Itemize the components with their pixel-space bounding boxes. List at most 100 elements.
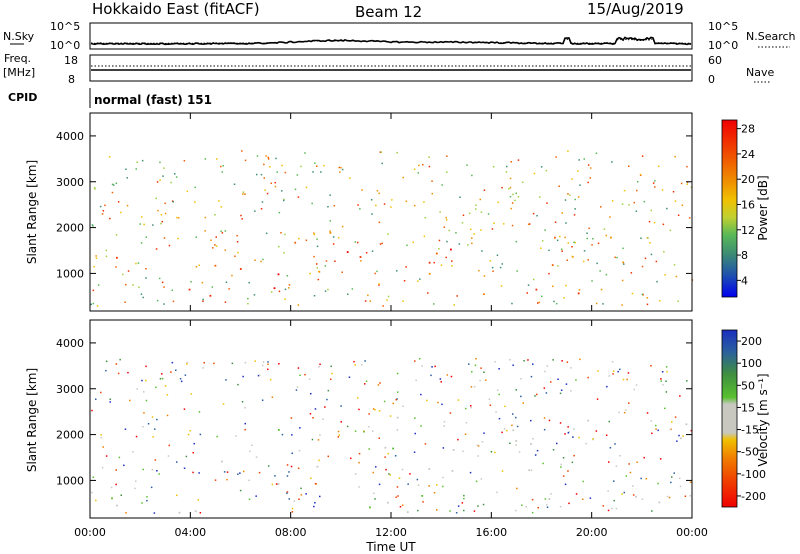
data-cell	[446, 374, 449, 376]
data-cell	[194, 510, 197, 513]
data-cell	[105, 255, 108, 258]
data-cell	[526, 292, 528, 294]
colorbar-tick-label: 50	[741, 379, 755, 392]
data-cell	[111, 497, 113, 500]
data-cell	[118, 456, 121, 459]
data-cell	[498, 393, 500, 396]
data-cell	[583, 158, 585, 160]
data-cell	[462, 450, 464, 453]
data-cell	[329, 220, 331, 222]
data-cell	[629, 471, 632, 474]
data-cell	[625, 409, 627, 411]
data-cell	[488, 398, 491, 400]
data-cell	[470, 386, 473, 388]
data-cell	[105, 360, 108, 363]
data-cell	[91, 491, 93, 494]
data-cell	[127, 371, 129, 374]
data-cell	[558, 185, 560, 187]
data-cell	[543, 387, 546, 389]
data-cell	[116, 504, 118, 507]
data-cell	[115, 469, 117, 471]
data-cell	[403, 280, 406, 282]
nsearch-trace	[90, 38, 692, 44]
data-cell	[260, 173, 263, 176]
data-cell	[430, 374, 432, 377]
data-cell	[327, 206, 329, 208]
data-cell	[457, 505, 460, 507]
data-cell	[134, 487, 136, 490]
data-cell	[616, 256, 618, 259]
power-y-axis: 4000 3000 2000 1000	[56, 130, 692, 280]
data-cell	[646, 303, 649, 306]
data-cell	[686, 380, 688, 382]
data-cell	[286, 492, 288, 494]
data-cell	[91, 224, 94, 226]
data-cell	[567, 242, 569, 244]
data-cell	[509, 186, 512, 189]
data-cell	[231, 274, 233, 277]
data-cell	[359, 208, 361, 210]
cpid-label: CPID	[8, 91, 37, 104]
data-cell	[611, 161, 613, 163]
data-cell	[283, 198, 285, 201]
data-cell	[471, 242, 473, 245]
data-cell	[440, 264, 443, 266]
data-cell	[202, 298, 204, 301]
data-cell	[309, 272, 311, 275]
data-cell	[495, 411, 497, 413]
data-cell	[666, 495, 669, 498]
data-cell	[468, 212, 471, 215]
data-cell	[681, 204, 684, 206]
data-cell	[159, 179, 161, 181]
data-cell	[175, 369, 177, 371]
data-cell	[517, 196, 520, 198]
nsearch-label: N.Search	[746, 30, 796, 43]
data-cell	[222, 403, 225, 405]
data-cell	[391, 199, 393, 201]
data-cell	[214, 214, 216, 216]
velocity-colorbar-label: Velocity [m s⁻¹]	[756, 373, 770, 466]
data-cell	[375, 466, 377, 468]
data-cell	[288, 284, 291, 286]
data-cell	[442, 485, 444, 488]
data-cell	[132, 284, 134, 286]
data-cell	[433, 303, 435, 305]
data-cell	[443, 421, 446, 423]
colorbar-tick-label: 16	[741, 199, 755, 212]
data-cell	[365, 252, 368, 254]
data-cell	[555, 302, 558, 305]
data-cell	[655, 424, 657, 427]
data-cell	[551, 264, 554, 266]
data-cell	[627, 372, 630, 374]
data-cell	[199, 433, 202, 436]
data-cell	[195, 236, 197, 238]
data-cell	[223, 471, 226, 473]
data-cell	[540, 166, 543, 168]
data-cell	[635, 495, 637, 498]
data-cell	[159, 161, 161, 164]
data-cell	[451, 265, 453, 267]
data-cell	[428, 156, 430, 158]
data-cell	[560, 463, 562, 466]
data-cell	[654, 180, 656, 182]
data-cell	[607, 509, 610, 512]
colorbar-tick-label: 100	[741, 357, 762, 370]
data-cell	[689, 481, 692, 483]
data-cell	[396, 398, 398, 400]
data-cell	[463, 509, 465, 512]
data-cell	[297, 367, 300, 369]
data-cell	[552, 359, 554, 361]
data-cell	[269, 166, 271, 168]
data-cell	[228, 288, 230, 290]
data-cell	[313, 505, 315, 508]
data-cell	[316, 238, 318, 240]
data-cell	[651, 510, 653, 512]
x-tick-label: 04:00	[174, 526, 206, 539]
data-cell	[496, 254, 499, 256]
data-cell	[218, 200, 220, 202]
data-cell	[528, 223, 531, 225]
data-cell	[177, 237, 179, 240]
data-cell	[273, 287, 276, 290]
data-cell	[346, 251, 349, 253]
data-cell	[421, 365, 423, 367]
